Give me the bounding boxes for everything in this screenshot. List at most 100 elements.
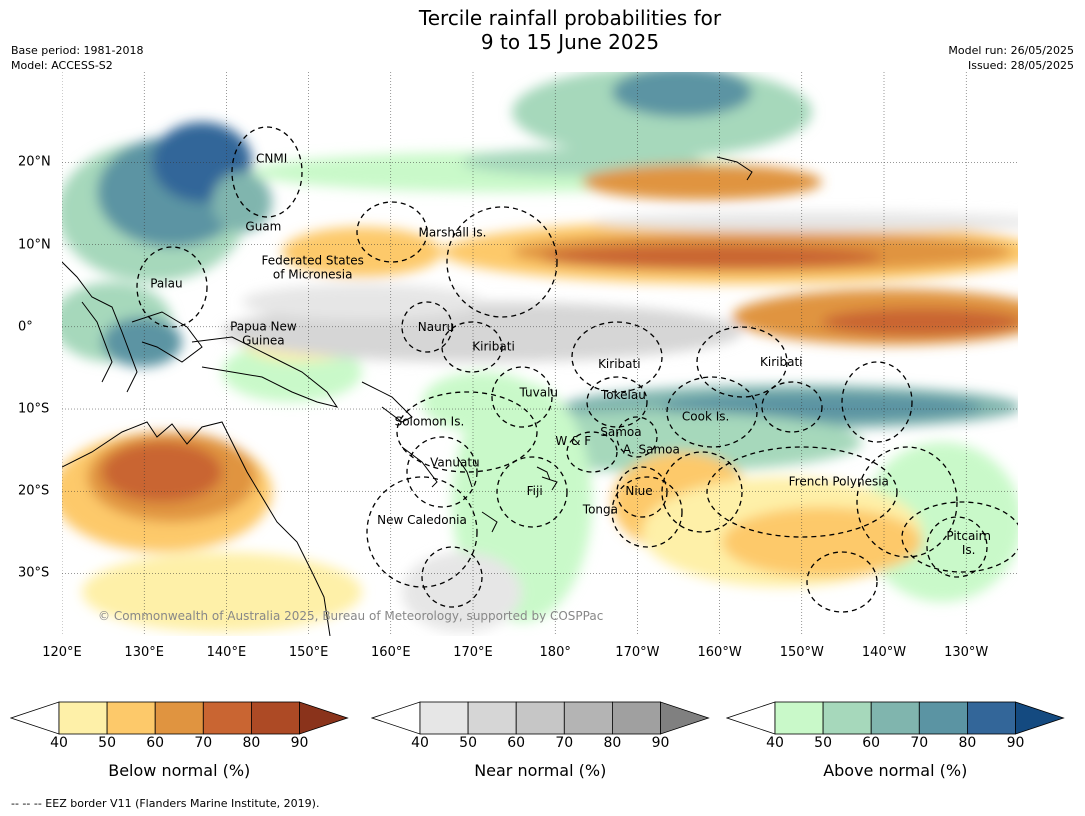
longitude-tick: 180° — [539, 645, 571, 660]
colorbar-min-arrow — [10, 701, 60, 735]
place-label: Kiribati — [598, 357, 640, 371]
eez-boundary — [926, 516, 988, 578]
colorbar-min-arrow — [371, 701, 421, 735]
place-label: Kiribati — [760, 355, 802, 369]
eez-boundary — [571, 321, 663, 393]
longitude-tick: 150°W — [779, 645, 824, 660]
map-panel: CNMI Guam Palau Marshall Is. Federated State… — [62, 72, 1018, 636]
meta-left: Base period: 1981-2018 Model: ACCESS-S2 — [11, 43, 143, 73]
coastline — [62, 261, 138, 393]
meta-right: Model run: 26/05/2025 Issued: 28/05/2025 — [948, 43, 1074, 73]
colorbar-tick: 60 — [146, 735, 165, 751]
eez-boundary — [706, 446, 898, 538]
eez-boundary — [666, 376, 758, 448]
colorbar-segment — [774, 701, 824, 735]
place-label: Niue — [625, 484, 652, 498]
eez-boundary — [401, 301, 453, 353]
colorbar-segment — [918, 701, 968, 735]
latitude-tick: 20°N — [18, 154, 51, 170]
place-label: W & F — [555, 434, 591, 448]
colorbar-segment — [467, 701, 517, 735]
eez-boundary — [491, 366, 553, 428]
eez-boundary — [356, 201, 428, 263]
colorbar-tick: 90 — [651, 735, 670, 751]
colorbar-tick: 50 — [459, 735, 478, 751]
colorbar-tick: 70 — [910, 735, 929, 751]
colorbar-segment — [419, 701, 469, 735]
model-name: Model: ACCESS-S2 — [11, 59, 113, 72]
longitude-tick: 130°E — [124, 645, 164, 660]
latitude-tick: 30°S — [18, 565, 50, 581]
eez-boundary — [806, 551, 878, 613]
title-line-2: 9 to 15 June 2025 — [480, 30, 660, 54]
place-label: Solomon Is. — [395, 414, 465, 428]
place-label: Pitcairn Is. — [946, 529, 991, 557]
colorbar-segment — [154, 701, 204, 735]
place-label: Kiribati — [472, 340, 514, 354]
longitude-tick: 130°W — [944, 645, 989, 660]
coastline — [481, 511, 498, 533]
colorbar-tick: 70 — [194, 735, 213, 751]
place-label: French Polynesia — [789, 474, 889, 488]
eez-boundary — [566, 431, 618, 473]
place-label: Cook Is. — [682, 409, 729, 423]
coastline — [456, 456, 473, 488]
longitude-tick: 170°E — [453, 645, 493, 660]
coastline — [541, 476, 558, 491]
coastlines — [62, 156, 753, 636]
coastline — [81, 301, 113, 383]
eez-boundary — [841, 361, 913, 443]
coastline — [191, 336, 339, 408]
place-label: Nauru — [418, 320, 454, 334]
coastline — [131, 311, 203, 363]
colorbar-tick: 80 — [603, 735, 622, 751]
colorbar-max-arrow — [299, 701, 349, 735]
colorbar-tick: 70 — [555, 735, 574, 751]
colorbar-tick: 40 — [50, 735, 68, 751]
colorbar-tick: 40 — [766, 735, 784, 751]
colorbar-min-arrow — [726, 701, 776, 735]
colorbar-segment — [106, 701, 156, 735]
eez-boundary — [421, 546, 483, 608]
colorbar-label: Below normal (%) — [108, 761, 251, 780]
colorbar — [10, 701, 349, 735]
eez-boundary — [696, 326, 788, 398]
coastline — [536, 466, 551, 481]
eez-boundary — [616, 466, 668, 518]
model-run: Model run: 26/05/2025 — [948, 44, 1074, 57]
longitude-tick: 160°W — [697, 645, 742, 660]
coastline — [62, 421, 331, 636]
place-label: A. Samoa — [623, 442, 680, 456]
colorbar-tick: 40 — [411, 735, 429, 751]
eez-footnote: -- -- -- EEZ border V11 (Flanders Marine… — [11, 797, 320, 810]
place-label: Fiji — [527, 484, 543, 498]
place-label: Guam — [245, 220, 281, 234]
eez-boundary — [231, 126, 303, 218]
colorbar-segment — [58, 701, 108, 735]
title-line-1: Tercile rainfall probabilities for — [418, 6, 722, 30]
graticule — [62, 72, 1018, 636]
eez-boundary — [761, 381, 823, 433]
colorbar-tick: 80 — [242, 735, 261, 751]
latitude-tick: 10°N — [18, 237, 51, 253]
colorbar-label: Near normal (%) — [474, 761, 607, 780]
colorbar-segment — [870, 701, 920, 735]
place-label: Tokelau — [600, 388, 646, 402]
place-label: Samoa — [600, 425, 641, 439]
colorbar-segment — [515, 701, 565, 735]
coastline — [361, 381, 413, 423]
longitude-tick: 140°E — [206, 645, 247, 660]
latitude-tick: 0° — [18, 319, 33, 335]
place-label: Tonga — [582, 502, 618, 516]
eez-boundary — [586, 376, 648, 428]
place-label: Papua New Guinea — [230, 319, 297, 347]
eez-boundary — [496, 456, 568, 528]
latitude-tick: 20°S — [18, 483, 50, 499]
colorbar-segment — [202, 701, 252, 735]
place-label: CNMI — [256, 151, 287, 165]
longitude-tick: 150°E — [288, 645, 329, 660]
colorbar-tick: 80 — [958, 735, 977, 751]
eez-boundary — [441, 321, 503, 373]
colorbar — [726, 701, 1065, 735]
colorbar-segment — [966, 701, 1016, 735]
